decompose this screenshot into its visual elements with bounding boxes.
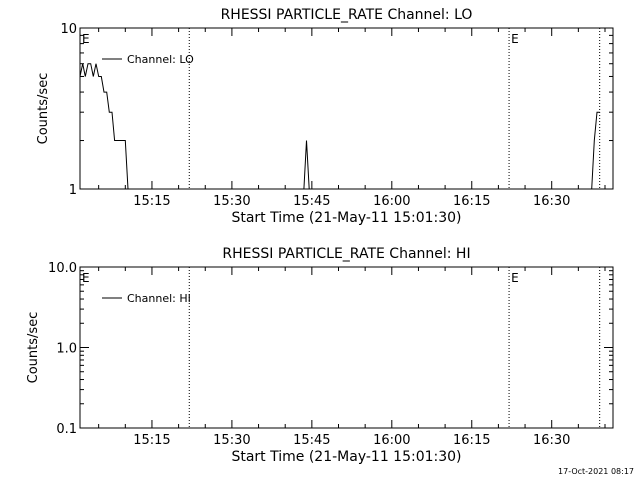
y-axis-label: Counts/sec — [36, 73, 51, 145]
x-tick-label: 16:15 — [453, 433, 490, 448]
eclipse-marker: E — [511, 32, 519, 46]
series-line — [591, 111, 600, 190]
x-axis-label: Start Time (21-May-11 15:01:30) — [231, 210, 461, 226]
series-line — [79, 63, 129, 190]
chart-panel-0: RHESSI PARTICLE_RATE Channel: LO 15:15 15:… — [36, 7, 614, 226]
x-tick-label: 15:30 — [213, 194, 250, 209]
eclipse-marker: E — [511, 271, 519, 285]
x-tick-label: 16:30 — [533, 194, 570, 209]
x-axis-label: Start Time (21-May-11 15:01:30) — [231, 449, 461, 465]
plot-frame — [79, 27, 614, 190]
y-tick-label: 10 — [60, 22, 77, 37]
chart-title: RHESSI PARTICLE_RATE Channel: LO — [221, 7, 473, 23]
eclipse-marker: E — [82, 271, 90, 285]
x-tick-label: 15:15 — [133, 433, 170, 448]
legend-label: Channel: LO — [127, 53, 194, 66]
x-tick-label: 16:15 — [453, 194, 490, 209]
legend-label: Channel: HI — [127, 292, 191, 305]
timestamp: 17-Oct-2021 08:17 — [558, 467, 634, 476]
y-axis-label: Counts/sec — [26, 312, 41, 384]
y-tick-label: 0.1 — [56, 422, 77, 437]
x-tick-label: 16:30 — [533, 433, 570, 448]
series-line — [303, 140, 310, 190]
x-tick-label: 15:30 — [213, 433, 250, 448]
x-tick-label: 16:00 — [373, 433, 410, 448]
y-tick-label: 10.0 — [48, 261, 77, 276]
eclipse-marker: E — [82, 32, 90, 46]
y-tick-label: 1 — [69, 183, 77, 198]
x-tick-label: 16:00 — [373, 194, 410, 209]
y-tick-label: 1.0 — [56, 342, 77, 357]
x-tick-label: 15:45 — [293, 194, 330, 209]
x-tick-label: 15:45 — [293, 433, 330, 448]
chart-panel-1: RHESSI PARTICLE_RATE Channel: HI 15:15 15:… — [26, 246, 614, 465]
chart-title: RHESSI PARTICLE_RATE Channel: HI — [222, 246, 470, 262]
x-tick-label: 15:15 — [133, 194, 170, 209]
